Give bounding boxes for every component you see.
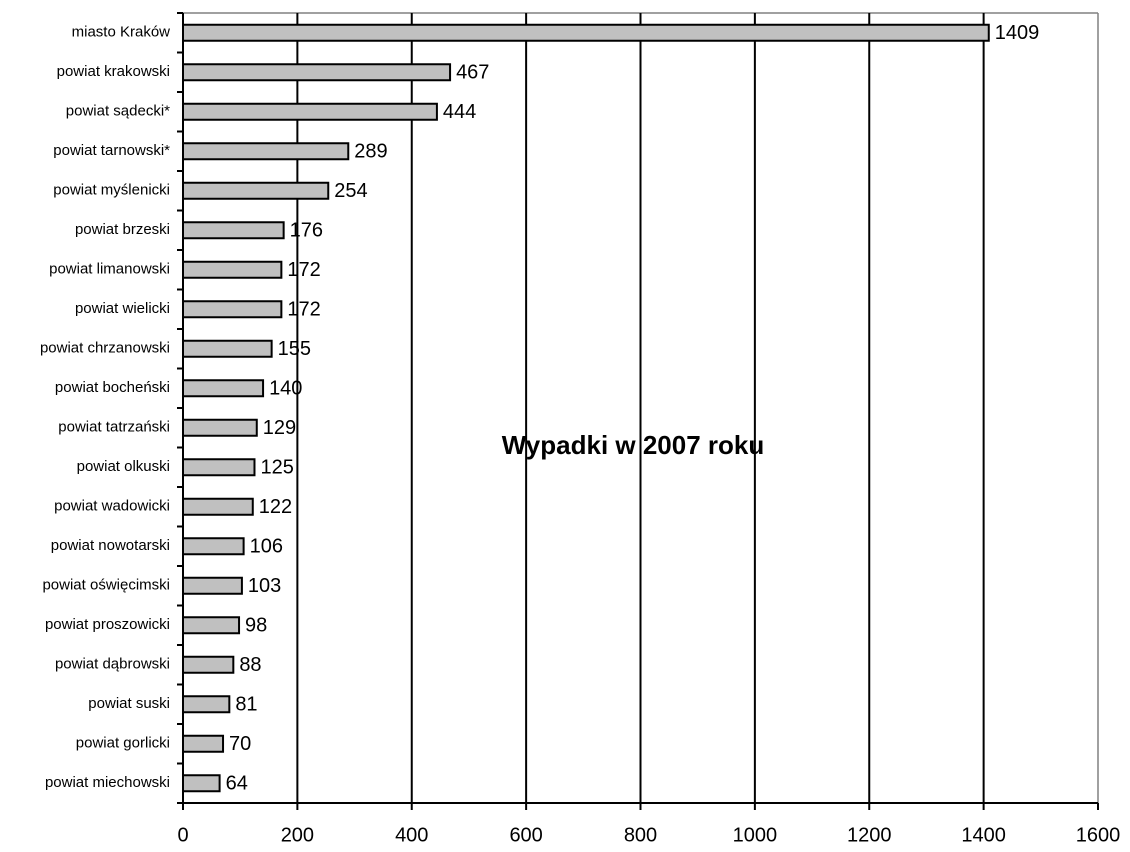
data-label: 172	[287, 259, 320, 281]
y-tick-label: powiat nowotarski	[51, 537, 170, 554]
data-label: 103	[248, 575, 281, 597]
data-label: 289	[354, 141, 387, 163]
data-label: 125	[260, 457, 293, 479]
data-label: 254	[334, 180, 367, 202]
y-tick-label: powiat wadowicki	[54, 498, 170, 515]
x-tick-label: 600	[509, 824, 542, 846]
chart-title: Wypadki w 2007 roku	[502, 430, 765, 460]
data-label: 98	[245, 615, 267, 637]
x-tick-label: 200	[281, 824, 314, 846]
bar	[182, 458, 256, 477]
x-tick-label: 0	[177, 824, 188, 846]
y-tick-label: powiat oświęcimski	[42, 577, 170, 594]
y-tick-label: powiat sądecki*	[66, 103, 170, 120]
bar	[182, 379, 265, 398]
data-label: 70	[229, 733, 251, 755]
y-tick-label: powiat bocheński	[55, 379, 170, 396]
bar	[182, 616, 241, 635]
data-label: 140	[269, 378, 302, 400]
data-label: 155	[278, 338, 311, 360]
bar	[182, 576, 243, 595]
bar	[182, 695, 231, 714]
y-tick-label: powiat limanowski	[49, 261, 170, 278]
y-tick-label: powiat gorlicki	[76, 735, 170, 752]
bar	[182, 181, 330, 200]
data-label: 64	[226, 773, 248, 795]
y-tick-label: powiat dąbrowski	[55, 656, 170, 673]
data-label: 88	[239, 654, 261, 676]
bar	[182, 418, 258, 437]
x-tick-label: 800	[624, 824, 657, 846]
bar	[182, 142, 350, 161]
data-label: 1409	[995, 22, 1040, 44]
y-tick-label: powiat krakowski	[57, 63, 170, 80]
x-tick-label: 400	[395, 824, 428, 846]
y-tick-label: powiat miechowski	[45, 774, 170, 791]
bar	[182, 300, 283, 319]
bar	[182, 260, 283, 279]
data-label: 444	[443, 101, 476, 123]
y-tick-label: powiat myślenicki	[53, 182, 170, 199]
data-label: 122	[259, 496, 292, 518]
bar	[182, 497, 254, 516]
y-tick-label: powiat proszowicki	[45, 616, 170, 633]
y-tick-label: powiat brzeski	[75, 221, 170, 238]
bar	[182, 734, 225, 753]
data-label: 176	[290, 220, 323, 242]
data-label: 172	[287, 299, 320, 321]
y-tick-label: powiat olkuski	[77, 458, 170, 475]
bar	[182, 221, 285, 240]
bar	[182, 23, 990, 42]
data-label: 129	[263, 417, 296, 439]
x-tick-label: 1000	[733, 824, 778, 846]
bar	[182, 339, 273, 358]
data-label: 81	[235, 694, 257, 716]
data-label: 467	[456, 62, 489, 84]
bar	[182, 774, 221, 793]
y-tick-label: powiat tarnowski*	[53, 142, 170, 159]
y-tick-label: powiat wielicki	[75, 300, 170, 317]
bar	[182, 102, 438, 121]
x-tick-label: 1400	[961, 824, 1006, 846]
data-label: 106	[250, 536, 283, 558]
bar	[182, 537, 245, 556]
y-tick-label: powiat suski	[88, 695, 170, 712]
y-tick-label: powiat chrzanowski	[40, 340, 170, 357]
y-tick-label: powiat tatrzański	[58, 419, 170, 436]
y-tick-label: miasto Kraków	[72, 24, 171, 41]
bar	[182, 63, 452, 82]
x-tick-label: 1600	[1076, 824, 1121, 846]
x-tick-label: 1200	[847, 824, 892, 846]
bar	[182, 655, 235, 674]
